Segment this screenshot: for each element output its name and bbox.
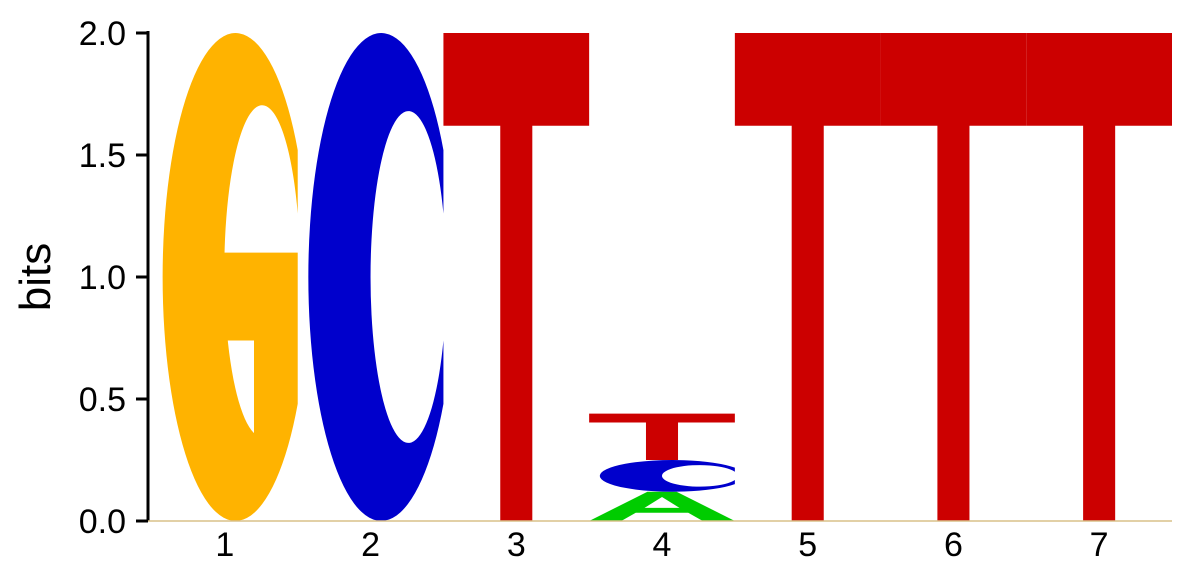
y-tick-label: 0.5 (79, 381, 126, 419)
y-tick-label: 1.5 (79, 137, 126, 175)
logo-letter-t (443, 33, 590, 521)
y-axis-label: bits (11, 243, 60, 311)
logo-column (734, 33, 881, 521)
y-tick-label: 1.0 (79, 259, 126, 297)
x-tick-label: 2 (361, 526, 380, 564)
x-tick-label: 1 (215, 526, 234, 564)
logo-letter-t (880, 33, 1027, 521)
x-tick-label: 6 (944, 526, 963, 564)
logo-letter-c (599, 460, 735, 492)
logo-letter-t (589, 413, 735, 461)
logo-stacks (162, 33, 1172, 522)
x-ticks: 1 2 3 4 5 6 7 (215, 526, 1108, 564)
logo-letter-t (1026, 33, 1172, 521)
logo-column (443, 33, 590, 521)
x-tick-label: 4 (653, 526, 672, 564)
logo-letter-t (734, 33, 881, 521)
x-tick-label: 3 (507, 526, 526, 564)
logo-column (162, 33, 298, 522)
y-axis: 0.0 0.5 1.0 1.5 2.0 (79, 15, 150, 541)
logo-column (589, 413, 735, 521)
logo-column (1026, 33, 1172, 521)
x-tick-label: 7 (1090, 526, 1109, 564)
y-tick-label: 0.0 (79, 503, 126, 541)
y-tick-label: 2.0 (79, 15, 126, 53)
logo-letter-c (308, 33, 444, 522)
y-ticks: 0.0 0.5 1.0 1.5 2.0 (79, 15, 148, 541)
logo-column (308, 33, 444, 522)
logo-letter-g (162, 33, 298, 522)
x-tick-label: 5 (798, 526, 817, 564)
logo-letter-a (589, 491, 735, 521)
logo-column (880, 33, 1027, 521)
